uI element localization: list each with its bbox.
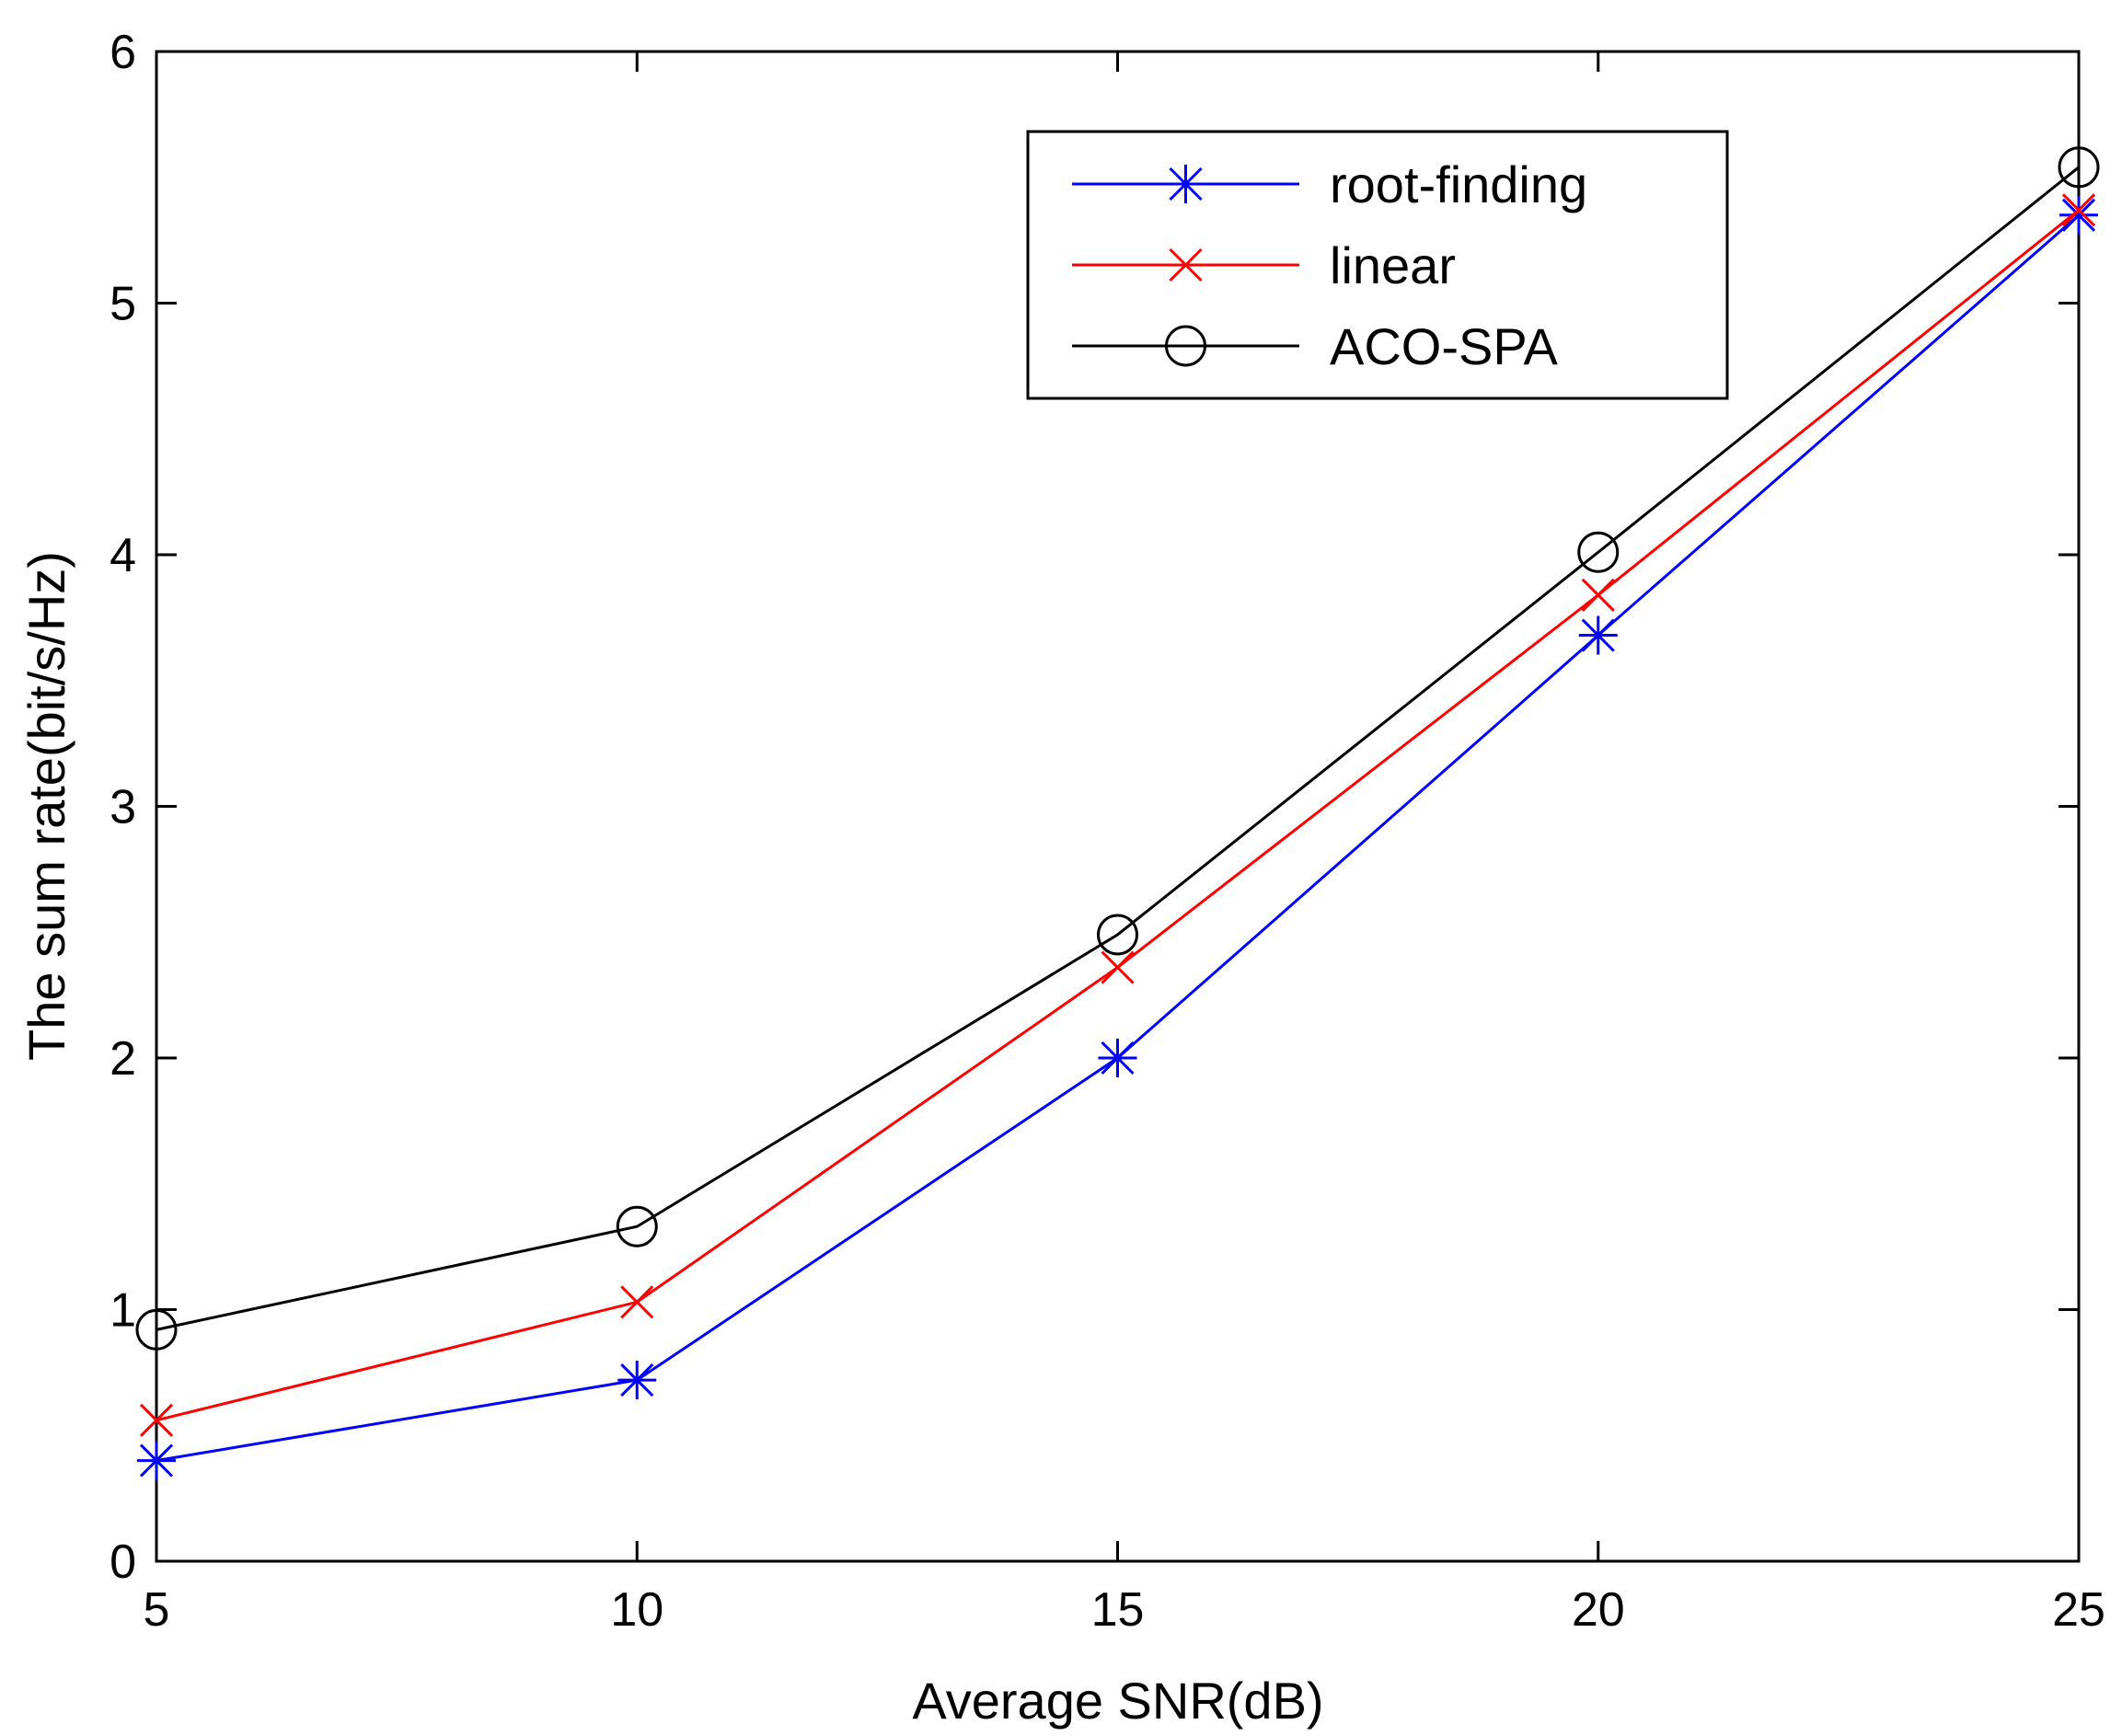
y-tick-label: 3 — [110, 781, 136, 834]
data-point-linear — [139, 1403, 174, 1437]
data-point-aco-spa — [1097, 914, 1138, 956]
data-point-linear — [2061, 193, 2096, 227]
x-tick-label: 10 — [610, 1583, 663, 1637]
data-point-linear — [1581, 578, 1615, 612]
series-linear — [139, 193, 2096, 1437]
y-axis-ticks: 0 1 2 3 4 5 6 — [110, 26, 2079, 1589]
x-tick-label: 25 — [2052, 1583, 2105, 1637]
y-tick-label: 0 — [110, 1535, 136, 1589]
legend-entries: root-finding linear ACO-SPA — [1072, 155, 1587, 375]
legend-entry: linear — [1072, 236, 1456, 294]
x-tick-label: 20 — [1572, 1583, 1625, 1637]
y-axis-title: The sum rate(bit/s/Hz) — [17, 551, 75, 1061]
x-axis-ticks: 5 10 15 20 25 — [144, 52, 2105, 1637]
data-point-root-finding — [137, 1441, 176, 1480]
legend-label: linear — [1330, 236, 1456, 294]
data-point-aco-spa — [616, 1205, 658, 1247]
data-point-root-finding — [2059, 195, 2098, 235]
legend-marker — [1166, 165, 1205, 203]
legend: root-finding linear ACO-SPA — [1026, 130, 1729, 400]
y-tick-label: 1 — [110, 1284, 136, 1338]
data-point-root-finding — [617, 1361, 657, 1400]
legend-marker — [1169, 247, 1203, 282]
x-tick-label: 15 — [1091, 1583, 1145, 1637]
data-point-aco-spa — [2058, 146, 2100, 189]
x-axis-title: Average SNR(dB) — [912, 1672, 1323, 1730]
data-point-linear — [1101, 950, 1135, 984]
data-point-aco-spa — [135, 1308, 178, 1351]
data-point-root-finding — [1578, 615, 1618, 655]
data-point-root-finding — [1098, 1039, 1137, 1077]
legend-label: ACO-SPA — [1330, 317, 1559, 375]
data-point-linear — [620, 1285, 654, 1319]
legend-marker — [1165, 325, 1206, 367]
y-tick-label: 4 — [110, 529, 136, 582]
legend-entry: root-finding — [1072, 155, 1587, 213]
legend-entry: ACO-SPA — [1072, 317, 1559, 375]
series-layer — [135, 146, 2100, 1480]
y-tick-label: 2 — [110, 1032, 136, 1086]
x-tick-label: 5 — [144, 1583, 170, 1637]
series-line-aco-spa — [156, 166, 2080, 1331]
series-root-finding — [137, 195, 2098, 1480]
legend-label: root-finding — [1330, 155, 1587, 213]
series-aco-spa — [135, 146, 2100, 1351]
data-point-aco-spa — [1577, 531, 1620, 573]
y-tick-label: 6 — [110, 26, 136, 79]
y-tick-label: 5 — [110, 278, 136, 331]
